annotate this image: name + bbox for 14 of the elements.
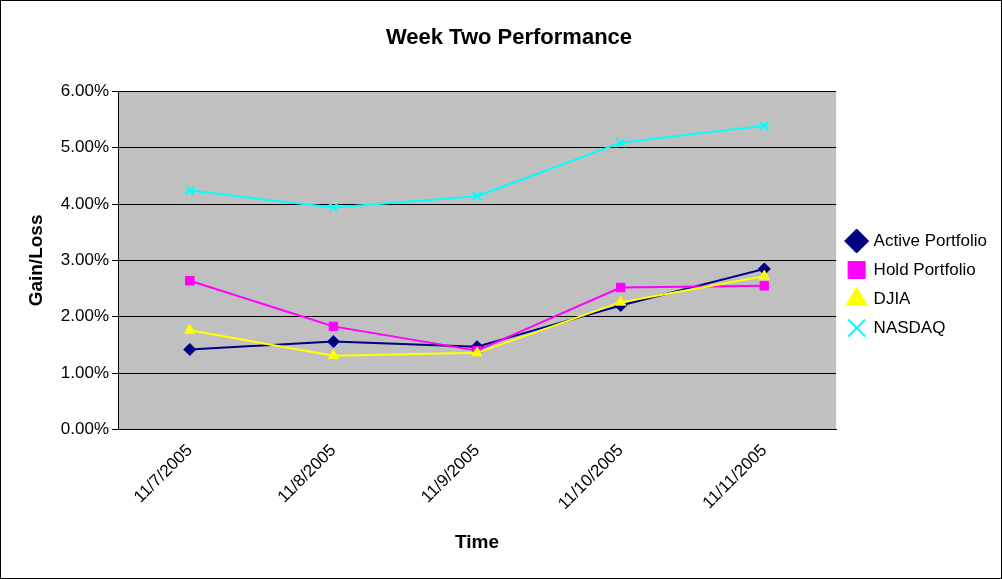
legend-label: NASDAQ: [873, 317, 946, 337]
y-tick-label: 4.00%: [60, 193, 109, 213]
y-tick-label: 3.00%: [60, 250, 109, 270]
y-tick-label: 2.00%: [60, 306, 109, 326]
legend-label: Hold Portfolio: [873, 259, 976, 279]
y-tick-label: 1.00%: [60, 362, 109, 382]
y-tick-label: 5.00%: [60, 137, 109, 157]
chart-title: Week Two Performance: [385, 24, 633, 50]
y-axis-title: Gain/Loss: [24, 214, 46, 307]
legend-label: DJIA: [873, 288, 912, 308]
y-tick-label: 6.00%: [60, 81, 109, 101]
x-axis-title: Time: [455, 530, 500, 552]
legend-label: Active Portfolio: [873, 230, 988, 250]
y-tick-label: 0.00%: [60, 419, 109, 439]
